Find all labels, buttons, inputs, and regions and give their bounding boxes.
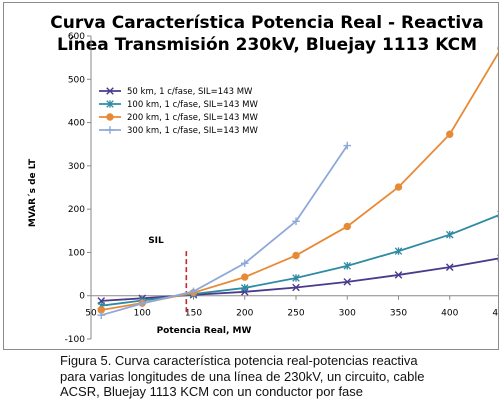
caption-line-3: ACSR, Bluejay 1113 KCM con un conductor … [60, 384, 364, 399]
y-tick-label: 400 [68, 119, 85, 129]
legend-label-1: 50 km, 1 c/fase, SIL=143 MW [127, 87, 253, 97]
plot-area: -100 0 100 200 300 400 500 600 50 100 150 200 250 300… [65, 32, 498, 345]
x-tick-label: 50 [85, 309, 97, 319]
legend-marker-4 [106, 126, 114, 134]
y-tick-label: 200 [68, 205, 85, 215]
x-tick-label: 200 [236, 309, 253, 319]
chart-title-line-2: Línea Transmisión 230kV, Bluejay 1113 KC… [57, 35, 477, 55]
series-2-point [343, 262, 352, 270]
series-line-1 [101, 257, 498, 302]
y-tick-label: 300 [68, 162, 85, 172]
series-2-point [394, 247, 403, 255]
series-4-point [343, 141, 352, 150]
chart-title-line-1: Curva Característica Potencia Real - Rea… [50, 13, 483, 33]
series-3-point [343, 222, 351, 231]
series-3-point [241, 273, 249, 281]
x-tick-label: 400 [441, 309, 458, 319]
series-3-point [292, 251, 300, 260]
series-1-point [445, 263, 454, 271]
x-tick-label: 150 [185, 309, 202, 319]
legend-marker-1 [106, 87, 114, 95]
series-2-point [292, 274, 300, 282]
caption-line-1: Figura 5. Curva característica potencia … [60, 353, 418, 368]
legend-label-4: 300 km, 1 c/fase, SIL=143 MW [127, 126, 258, 136]
x-axis-label: Potencia Real, MW [157, 326, 252, 336]
series-3-point [394, 183, 403, 191]
series-4-point [189, 287, 198, 296]
y-tick-label: 500 [68, 75, 85, 85]
y-tick-label: -100 [65, 335, 86, 345]
series-1-point [292, 283, 300, 292]
series-line-2 [101, 214, 498, 307]
series-3-point [446, 130, 454, 138]
legend-marker-2 [106, 100, 114, 108]
legend-label-3: 200 km, 1 c/fase, SIL=143 MW [127, 113, 258, 123]
x-tick-label: 350 [390, 309, 407, 319]
series-2-point [240, 284, 249, 292]
series-2-point [445, 230, 454, 239]
y-tick-label: 0 [79, 292, 85, 302]
y-tick-label: 100 [68, 248, 85, 258]
series-1-point [343, 278, 352, 286]
sil-annotation: SIL [148, 236, 164, 246]
series-4-point [240, 259, 249, 268]
chart-figure: Curva Característica Potencia Real - Rea… [3, 2, 499, 350]
legend-marker-3 [106, 113, 114, 121]
caption-line-2: para varias longitudes de una línea de 2… [60, 368, 425, 384]
x-tick-label: 100 [134, 309, 151, 319]
x-tick-label: 300 [339, 309, 356, 319]
series-4-point [138, 299, 147, 308]
figure-caption: Figura 5. Curva característica potencia … [60, 353, 490, 400]
y-tick-label: 600 [68, 32, 85, 42]
y-axis-label: MVAR´s de LT [27, 158, 38, 227]
chart-svg: Curva Característica Potencia Real - Rea… [27, 13, 498, 345]
series-line-4 [101, 145, 348, 317]
series-4-point [97, 311, 106, 319]
series-1-point [394, 271, 403, 279]
series-4-point [292, 217, 300, 226]
legend-label-2: 100 km, 1 c/fase, SIL=143 MW [127, 100, 258, 110]
x-tick-label: 250 [287, 309, 304, 319]
x-tick-label: 450 [492, 309, 498, 319]
